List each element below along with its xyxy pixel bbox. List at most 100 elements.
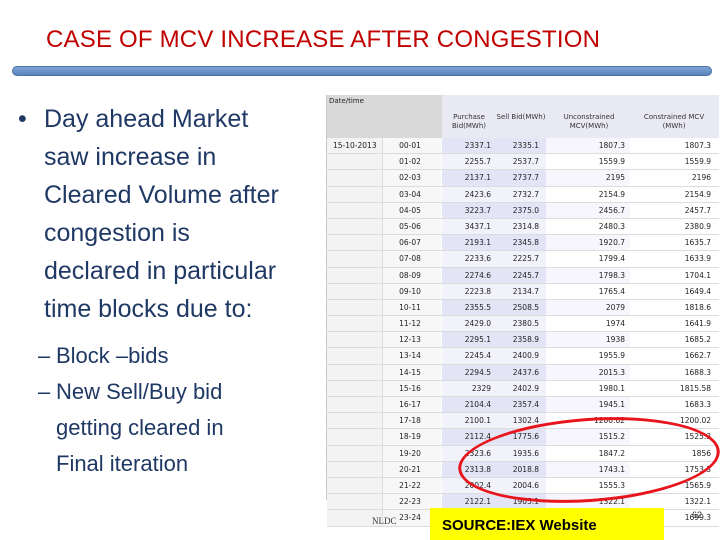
cell-constrained-mcv: 2457.7: [684, 205, 711, 215]
row-date-bg: [327, 477, 382, 494]
sub-bullet-text: Block –bids: [56, 343, 169, 368]
cell-unconstrained-mcv: 1920.7: [598, 238, 625, 248]
cell-time-block: 21-22: [399, 480, 421, 490]
row-purchase-bg: [442, 477, 494, 494]
bullet-list: • Day ahead Market saw increase in Clear…: [18, 100, 318, 482]
cell-purchase-bid: 2112.4: [464, 432, 491, 442]
table-row: 03-04 2423.6 2732.7 2154.9 2154.9: [327, 186, 719, 203]
header-purchase-bid: Purchase Bid(MWh): [444, 113, 494, 131]
sub-bullet-text: New Sell/Buy bid: [56, 379, 223, 404]
cell-purchase-bid: 2295.1: [464, 335, 491, 345]
row-block-bg: [382, 283, 441, 299]
header-date-cell: Date/time: [327, 95, 442, 138]
cell-time-block: 03-04: [399, 189, 421, 199]
row-sell-bg: [494, 477, 546, 494]
row-block-bg: [382, 429, 441, 445]
table-row: 05-06 3437.1 2314.8 2480.3 2380.9: [327, 218, 719, 236]
cell-time-block: 19-20: [399, 448, 421, 458]
row-purchase-bg: [442, 138, 494, 154]
market-data-table: Date/time Purchase Bid(MWh) Sell Bid(MWh…: [326, 95, 719, 527]
row-unconstrained-bg: [546, 202, 630, 218]
row-purchase-bg: [442, 364, 494, 380]
header-constrained-mcv: Constrained MCV (MWh): [631, 113, 717, 131]
main-bullet-text: Day ahead Market saw increase in Cleared…: [44, 100, 279, 328]
row-sell-bg: [494, 429, 546, 445]
cell-sell-bid: 2437.6: [512, 367, 539, 377]
row-date-bg: [327, 138, 382, 154]
cell-constrained-mcv: 1635.7: [684, 238, 711, 248]
main-bullet-line: Cleared Volume after: [44, 181, 279, 209]
cell-sell-bid: 2225.7: [512, 254, 539, 264]
cell-time-block: 10-11: [399, 302, 421, 312]
cell-unconstrained-mcv: 1559.9: [598, 157, 625, 167]
source-label: SOURCE:IEX Website: [430, 508, 664, 540]
cell-date: 15-10-2013: [333, 141, 377, 150]
cell-time-block: 02-03: [399, 173, 421, 183]
row-purchase-bg: [442, 251, 494, 267]
row-unconstrained-bg: [546, 413, 630, 429]
row-date-bg: [327, 461, 382, 477]
row-sell-bg: [494, 202, 546, 218]
row-date-bg: [327, 202, 382, 218]
row-unconstrained-bg: [546, 251, 630, 267]
cell-time-block: 20-21: [399, 464, 421, 474]
cell-purchase-bid: 2223.8: [464, 286, 491, 296]
row-block-bg: [382, 170, 441, 186]
cell-unconstrained-mcv: 1847.2: [598, 448, 625, 458]
row-block-bg: [382, 477, 441, 494]
cell-time-block: 08-09: [399, 270, 421, 280]
row-sell-bg: [494, 283, 546, 299]
table-row: 09-10 2223.8 2134.7 1765.4 1649.4: [327, 283, 719, 300]
cell-constrained-mcv: 1565.9: [684, 480, 711, 490]
row-sell-bg: [494, 138, 546, 154]
header-date-label: Date/time: [329, 97, 364, 105]
cell-sell-bid: 2358.9: [512, 335, 539, 345]
row-sell-bg: [494, 267, 546, 283]
cell-constrained-mcv: 1807.3: [684, 141, 711, 150]
sub-bullets: – Block –bids – New Sell/Buy bid getting…: [38, 338, 318, 482]
cell-time-block: 07-08: [399, 254, 421, 264]
row-date-bg: [327, 170, 382, 186]
row-unconstrained-bg: [546, 461, 630, 477]
cell-unconstrained-mcv: 1955.9: [598, 351, 625, 361]
header-sell-bid: Sell Bid(MWh): [494, 113, 548, 122]
cell-sell-bid: 2508.5: [512, 302, 539, 312]
table-row: 12-13 2295.1 2358.9 1938 1685.2: [327, 332, 719, 349]
header-line: Unconstrained: [563, 113, 615, 121]
row-unconstrained-bg: [546, 154, 630, 170]
cell-sell-bid: 1775.6: [512, 432, 539, 442]
row-block-bg: [382, 316, 441, 332]
cell-sell-bid: 2004.6: [512, 480, 539, 490]
row-purchase-bg: [442, 316, 494, 332]
cell-unconstrained-mcv: 2015.3: [598, 367, 625, 377]
row-date-bg: [327, 494, 382, 510]
table-row: 07-08 2233.6 2225.7 1799.4 1633.9: [327, 251, 719, 268]
row-block-bg: [382, 494, 441, 510]
table-row: 18-19 2112.4 1775.6 1515.2 1525.3: [327, 429, 719, 446]
row-date-bg: [327, 235, 382, 251]
row-date-bg: [327, 510, 382, 526]
row-sell-bg: [494, 170, 546, 186]
header-line: Constrained MCV: [643, 113, 705, 121]
cell-time-block: 23-24: [399, 513, 421, 523]
row-block-bg: [382, 218, 441, 235]
row-block-bg: [382, 235, 441, 251]
row-sell-bg: [494, 316, 546, 332]
row-purchase-bg: [442, 380, 494, 396]
row-date-bg: [327, 348, 382, 364]
sub-bullet-new-bid: – New Sell/Buy bid: [38, 374, 318, 410]
row-date-bg: [327, 380, 382, 396]
cell-sell-bid: 2314.8: [512, 221, 539, 231]
row-unconstrained-bg: [546, 477, 630, 494]
cell-sell-bid: 2737.7: [512, 173, 539, 183]
title-divider: [12, 66, 712, 76]
cell-unconstrained-mcv: 1980.1: [598, 383, 625, 393]
row-unconstrained-bg: [546, 170, 630, 186]
cell-sell-bid: 2345.8: [512, 238, 539, 248]
row-sell-bg: [494, 235, 546, 251]
cell-constrained-mcv: 1662.7: [684, 351, 711, 361]
row-purchase-bg: [442, 267, 494, 283]
cell-unconstrained-mcv: 1322.1: [598, 497, 625, 507]
header-line: MCV(MWh): [569, 122, 609, 130]
cell-purchase-bid: 3437.1: [464, 221, 491, 231]
